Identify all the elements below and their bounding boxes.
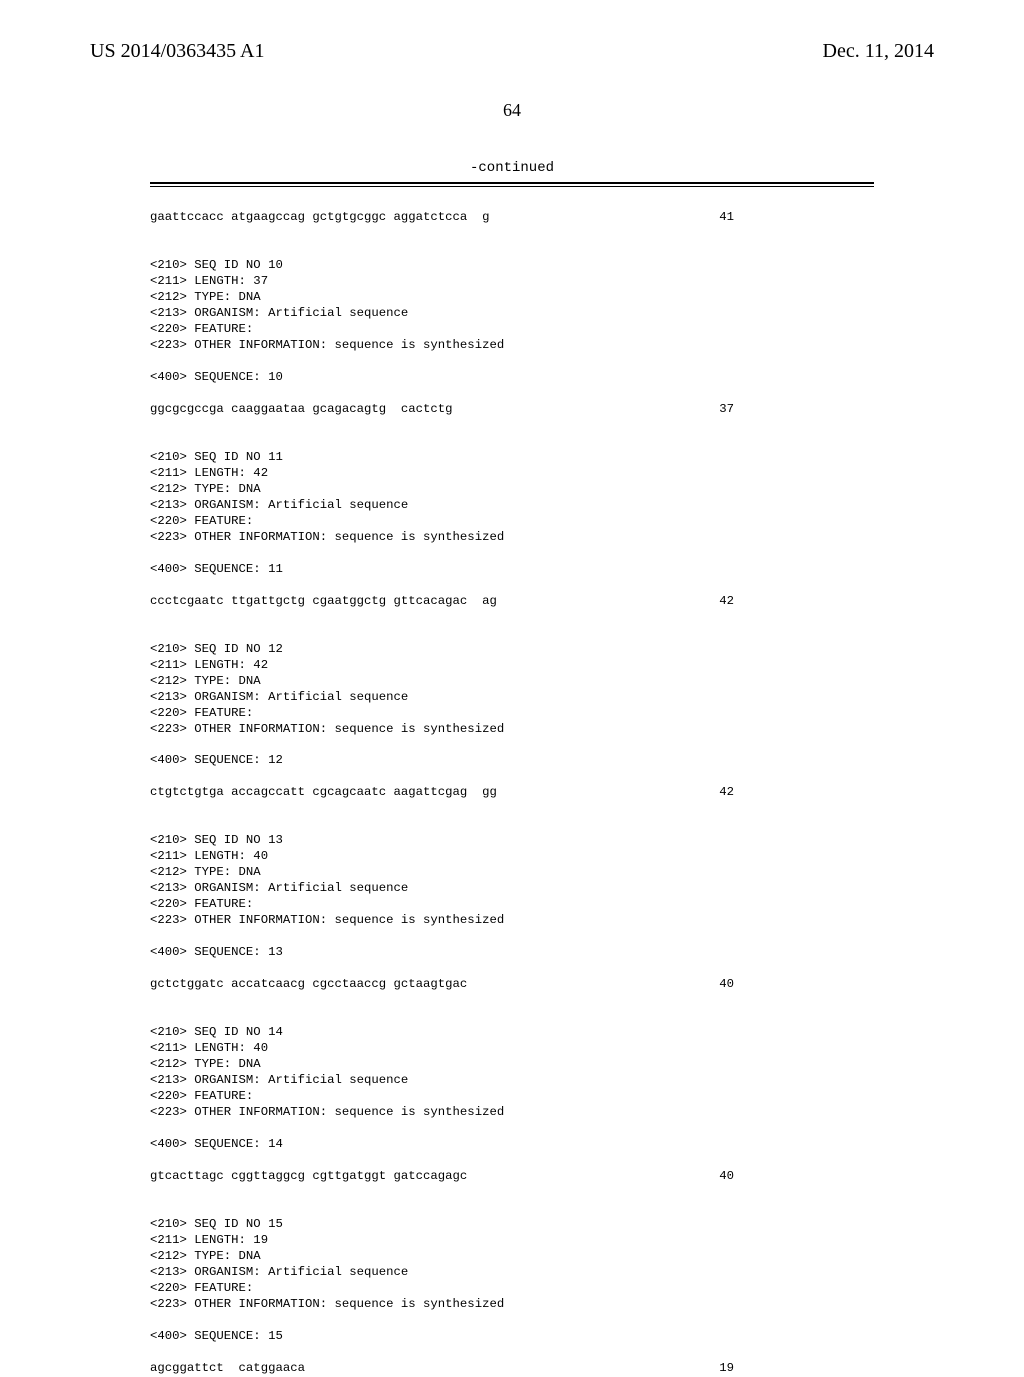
sequence-text: gctctggatc accatcaacg cgcctaaccg gctaagt… — [150, 977, 467, 993]
sequence-count: 42 — [719, 785, 874, 801]
sequence-line: gtcacttagc cggttaggcg cgttgatggt gatccag… — [150, 1169, 874, 1185]
sequence-line: ggcgcgccga caaggaataa gcagacagtg cactctg… — [150, 402, 874, 418]
page: US 2014/0363435 A1 Dec. 11, 2014 64 -con… — [0, 0, 1024, 1320]
sequence-count: 41 — [719, 210, 874, 226]
sequence-text: gaattccacc atgaagccag gctgtgcggc aggatct… — [150, 210, 489, 226]
rule-thick — [150, 182, 874, 184]
sequence-listing-body: gaattccacc atgaagccag gctgtgcggc aggatct… — [150, 210, 874, 1377]
sequence-line: ccctcgaatc ttgattgctg cgaatggctg gttcaca… — [150, 594, 874, 610]
sequence-text: gtcacttagc cggttaggcg cgttgatggt gatccag… — [150, 1169, 467, 1185]
sequence-text: agcggattct catggaaca — [150, 1361, 305, 1377]
sequence-line: agcggattct catggaaca 19 — [150, 1361, 874, 1377]
sequence-text: ccctcgaatc ttgattgctg cgaatggctg gttcaca… — [150, 594, 497, 610]
page-number: 64 — [0, 100, 1024, 121]
publication-date: Dec. 11, 2014 — [823, 40, 934, 63]
rule-thin — [150, 186, 874, 187]
sequence-text: ctgtctgtga accagccatt cgcagcaatc aagattc… — [150, 785, 497, 801]
sequence-count: 37 — [719, 402, 874, 418]
sequence-count: 40 — [719, 1169, 874, 1185]
sequence-line: gaattccacc atgaagccag gctgtgcggc aggatct… — [150, 210, 874, 226]
publication-number: US 2014/0363435 A1 — [90, 40, 264, 63]
sequence-count: 40 — [719, 977, 874, 993]
continued-label: -continued — [150, 160, 874, 176]
sequence-text: ggcgcgccga caaggaataa gcagacagtg cactctg — [150, 402, 453, 418]
sequence-count: 42 — [719, 594, 874, 610]
sequence-count: 19 — [719, 1361, 874, 1377]
continued-header: -continued — [150, 160, 874, 187]
sequence-line: gctctggatc accatcaacg cgcctaaccg gctaagt… — [150, 977, 874, 993]
sequence-line: ctgtctgtga accagccatt cgcagcaatc aagattc… — [150, 785, 874, 801]
